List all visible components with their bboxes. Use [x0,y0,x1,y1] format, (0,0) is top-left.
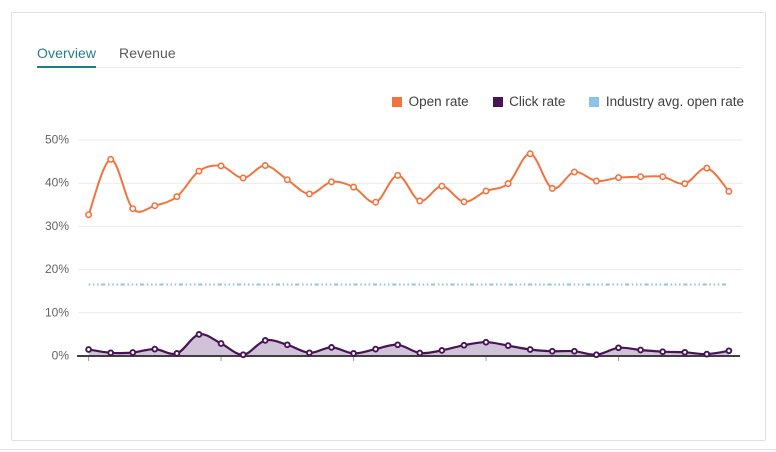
svg-text:40%: 40% [45,176,69,190]
svg-text:0%: 0% [52,349,70,363]
svg-text:20%: 20% [45,262,69,276]
svg-text:10%: 10% [45,305,69,319]
svg-text:30%: 30% [45,219,69,233]
svg-text:50%: 50% [45,133,69,147]
